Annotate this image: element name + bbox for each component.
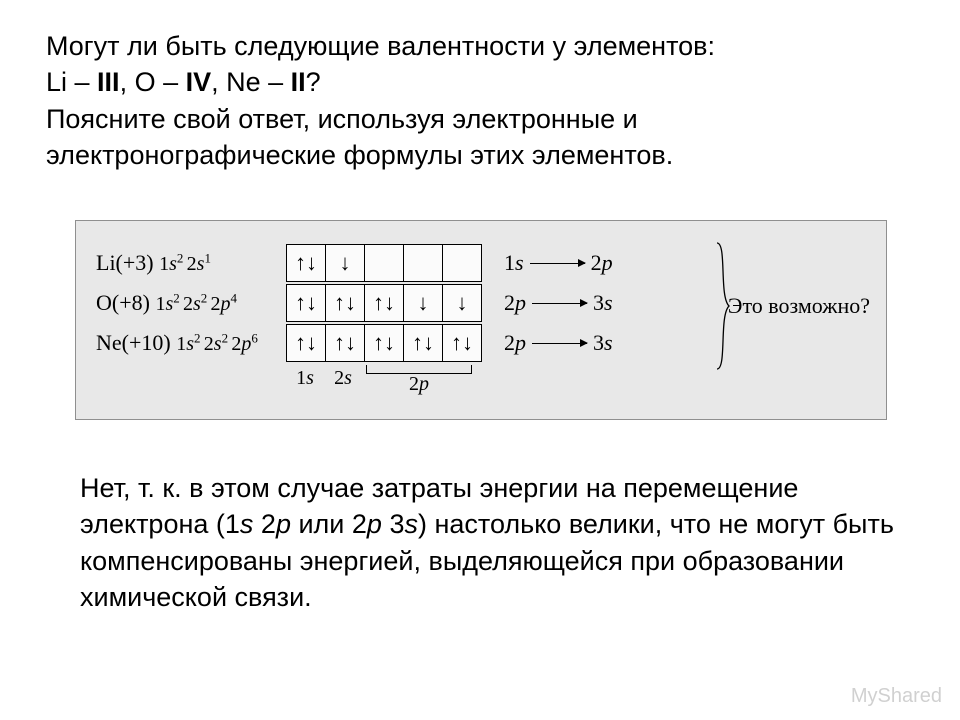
- ans-s2: s: [404, 509, 418, 539]
- orbital-boxes: ↑↓ ↑↓ ↑↓ ↓ ↓: [286, 284, 482, 322]
- electron-config: 1s2 2s2 2p6: [176, 333, 258, 355]
- orbital-cell: ↑↓: [365, 285, 404, 322]
- valency-2: IV: [186, 67, 212, 97]
- orbital-cell: ↑↓: [326, 325, 365, 362]
- element-label: Li(+3) 1s2 2s1: [96, 250, 286, 276]
- ans-s1: s: [240, 509, 254, 539]
- arrow-icon: [532, 343, 587, 344]
- orbital-cell: ↓: [326, 245, 365, 282]
- qend: ?: [306, 67, 321, 97]
- sep1: , O –: [120, 67, 186, 97]
- orbital-cell: ↑↓: [287, 245, 326, 282]
- watermark: MyShared: [851, 685, 942, 708]
- diagram-row: Li(+3) 1s2 2s1 ↑↓ ↓ 1s 2p: [96, 245, 872, 281]
- question-line3: Поясните свой ответ, используя электронн…: [46, 104, 638, 134]
- ans-mid3: 3: [382, 509, 405, 539]
- valency-3: II: [291, 67, 306, 97]
- question-text: Могут ли быть следующие валентности у эл…: [46, 28, 916, 174]
- element-symbol: Ne(+10): [96, 330, 171, 355]
- orbital-cell: ↑↓: [365, 325, 404, 362]
- electron-diagram-box: Li(+3) 1s2 2s1 ↑↓ ↓ 1s 2p O(+8) 1s2 2s2 …: [75, 220, 887, 420]
- ans-p1: p: [276, 509, 291, 539]
- electron-config: 1s2 2s2 2p4: [155, 293, 237, 315]
- ans-mid1: 2: [253, 509, 276, 539]
- watermark-b: Shared: [878, 685, 943, 707]
- valency-1: III: [97, 67, 120, 97]
- element-symbol: Li(+3): [96, 250, 154, 275]
- label-1s: 1s: [286, 367, 324, 396]
- electron-config: 1s2 2s1: [159, 253, 211, 275]
- orbital-cell: ↓: [404, 285, 443, 322]
- diagram-question: Это возможно?: [728, 293, 870, 319]
- orbital-cell: ↑↓: [443, 325, 482, 362]
- orbital-cell: [404, 245, 443, 282]
- element-label: O(+8) 1s2 2s2 2p4: [96, 290, 286, 316]
- orbital-cell: [443, 245, 482, 282]
- bracket-icon: [366, 365, 472, 374]
- label-2p: 2p: [362, 367, 476, 396]
- transition-label: 2p 3s: [504, 290, 659, 316]
- question-line2-pre: Li –: [46, 67, 97, 97]
- orbital-cell: ↑↓: [287, 325, 326, 362]
- sep2: , Ne –: [211, 67, 291, 97]
- ans-p2: p: [367, 509, 382, 539]
- orbital-cell: ↑↓: [326, 285, 365, 322]
- arrow-icon: [530, 263, 585, 264]
- arrow-icon: [532, 303, 587, 304]
- label-2s: 2s: [324, 367, 362, 396]
- answer-text: Нет, т. к. в этом случае затраты энергии…: [80, 470, 910, 616]
- orbital-cell: ↓: [443, 285, 482, 322]
- diagram-row: Ne(+10) 1s2 2s2 2p6 ↑↓ ↑↓ ↑↓ ↑↓ ↑↓ 2p 3s: [96, 325, 872, 361]
- orbital-cell: ↑↓: [404, 325, 443, 362]
- orbital-cell: ↑↓: [287, 285, 326, 322]
- transition-label: 1s 2p: [504, 250, 659, 276]
- orbital-boxes: ↑↓ ↑↓ ↑↓ ↑↓ ↑↓: [286, 324, 482, 362]
- orbital-axis-labels: 1s 2s 2p: [286, 367, 872, 396]
- element-label: Ne(+10) 1s2 2s2 2p6: [96, 330, 286, 356]
- orbital-cell: [365, 245, 404, 282]
- question-line1: Могут ли быть следующие валентности у эл…: [46, 31, 715, 61]
- transition-label: 2p 3s: [504, 330, 659, 356]
- watermark-a: My: [851, 685, 878, 707]
- question-line4: электронографические формулы этих элемен…: [46, 140, 673, 170]
- orbital-boxes: ↑↓ ↓: [286, 244, 482, 282]
- ans-mid2: или 2: [291, 509, 367, 539]
- element-symbol: O(+8): [96, 290, 150, 315]
